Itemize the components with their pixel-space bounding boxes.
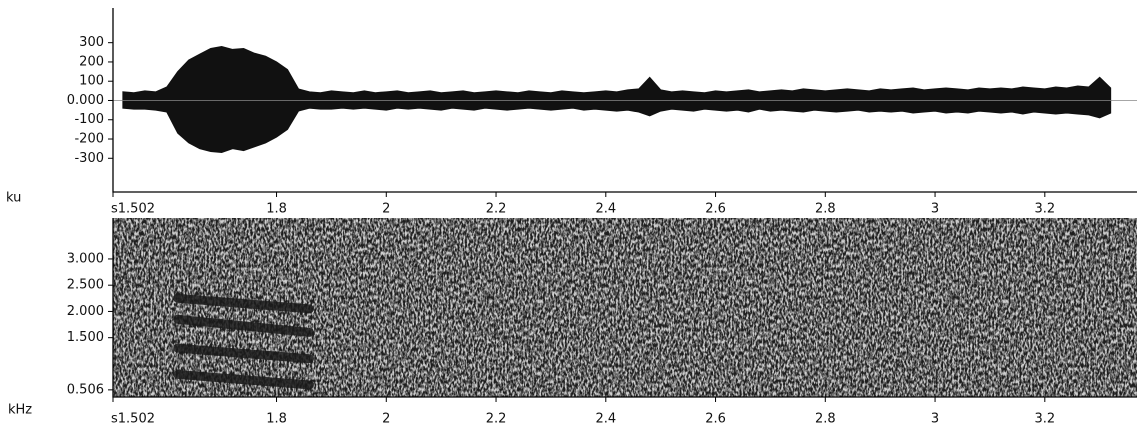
x-tick-label: 3.2 <box>1034 202 1055 217</box>
y-tick-label: 300 <box>79 35 104 50</box>
x-tick-label: 2.6 <box>705 202 726 217</box>
x-tick-label: 3.2 <box>1034 412 1055 427</box>
y-tick-label: 3.000 <box>67 251 104 266</box>
y-tick-label: 2.000 <box>67 304 104 319</box>
y-tick-label: 100 <box>79 74 104 89</box>
y-tick-label: -200 <box>74 132 104 147</box>
y-tick-label: 1.500 <box>67 330 104 345</box>
y-unit-label: ku <box>6 191 21 206</box>
x-tick-label: 2.8 <box>815 202 836 217</box>
y-tick-label: -100 <box>74 112 104 127</box>
waveform-envelope <box>122 46 1112 101</box>
harmonic-band <box>173 293 314 314</box>
x-tick-label: 3 <box>931 412 939 427</box>
x-tick-label: 2 <box>382 202 390 217</box>
x-tick-label: 1.8 <box>266 202 287 217</box>
y-tick-label: -300 <box>74 151 104 166</box>
y-tick-label: 200 <box>79 54 104 69</box>
harmonic-band <box>173 369 314 390</box>
y-tick-label: 2.500 <box>67 278 104 293</box>
x-tick-label: 1.8 <box>266 412 287 427</box>
x-tick-label: 2.6 <box>705 412 726 427</box>
x-tick-label: 2.8 <box>815 412 836 427</box>
y-unit-label: kHz <box>8 403 32 418</box>
x-tick-label: s1.502 <box>111 202 155 217</box>
x-tick-label: 2.2 <box>486 412 507 427</box>
y-tick-label: 0.000 <box>67 93 104 108</box>
harmonic-band <box>173 314 314 337</box>
x-tick-label: 2.4 <box>595 412 616 427</box>
x-tick-label: 2.2 <box>486 202 507 217</box>
x-tick-label: 2.4 <box>595 202 616 217</box>
y-tick-label: 0.506 <box>67 382 104 397</box>
x-tick-label: 3 <box>931 202 939 217</box>
waveform-envelope <box>122 99 1112 154</box>
harmonic-band <box>173 343 314 364</box>
x-tick-label: 2 <box>382 412 390 427</box>
x-tick-label: s1.502 <box>111 412 155 427</box>
